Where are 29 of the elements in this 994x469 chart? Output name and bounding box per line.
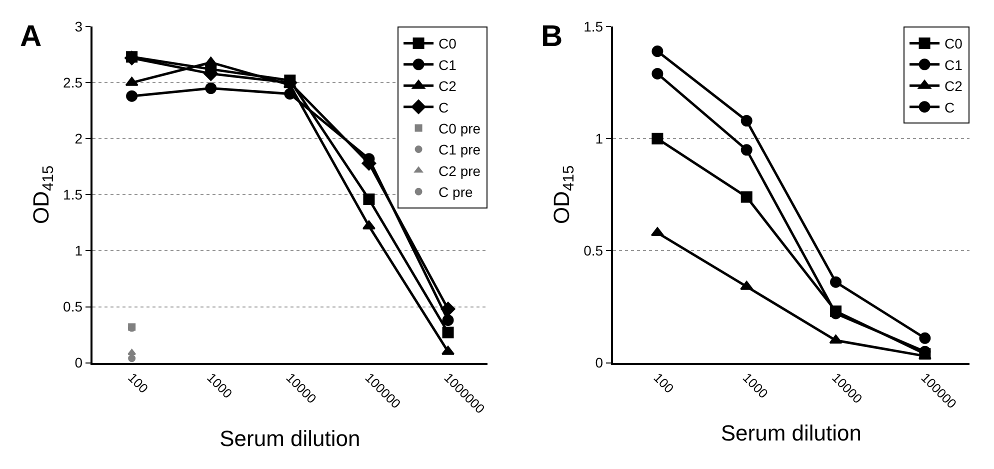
legend-label: C pre <box>438 184 473 200</box>
legend-label: C1 pre <box>438 142 481 158</box>
y-tick-label: 0.5 <box>63 298 83 315</box>
legend-label: C <box>438 99 449 116</box>
legend-label: C1 <box>438 56 457 73</box>
legend-label: C1 <box>944 56 963 73</box>
x-axis-title: Serum dilution <box>220 426 360 451</box>
chart-title: B <box>541 20 563 53</box>
legend-label: C0 pre <box>438 120 481 136</box>
legend-label: C2 <box>944 78 963 94</box>
y-tick-label: 3 <box>74 18 83 35</box>
y-tick-label: 0 <box>74 354 83 371</box>
x-axis-title: Serum dilution <box>720 420 862 446</box>
legend-label: C0 <box>438 36 457 52</box>
x-tick-label: 100 <box>650 370 677 396</box>
y-tick-label: 1 <box>74 242 83 259</box>
chart-title: A <box>20 20 42 53</box>
x-tick-label: 100 <box>125 370 152 396</box>
y-tick-label: 1.5 <box>584 18 604 35</box>
legend-label: C2 pre <box>438 162 481 179</box>
y-tick-label: 2 <box>74 130 83 147</box>
legend-label: C2 <box>438 78 457 94</box>
y-tick-label: 0 <box>595 354 604 371</box>
legend-label: C0 <box>944 36 963 52</box>
y-tick-label: 1 <box>595 130 604 147</box>
y-tick-label: 0.5 <box>584 242 604 259</box>
y-tick-label: 2.5 <box>63 74 83 91</box>
y-tick-label: 1.5 <box>63 186 83 203</box>
legend-label: C <box>944 99 955 116</box>
